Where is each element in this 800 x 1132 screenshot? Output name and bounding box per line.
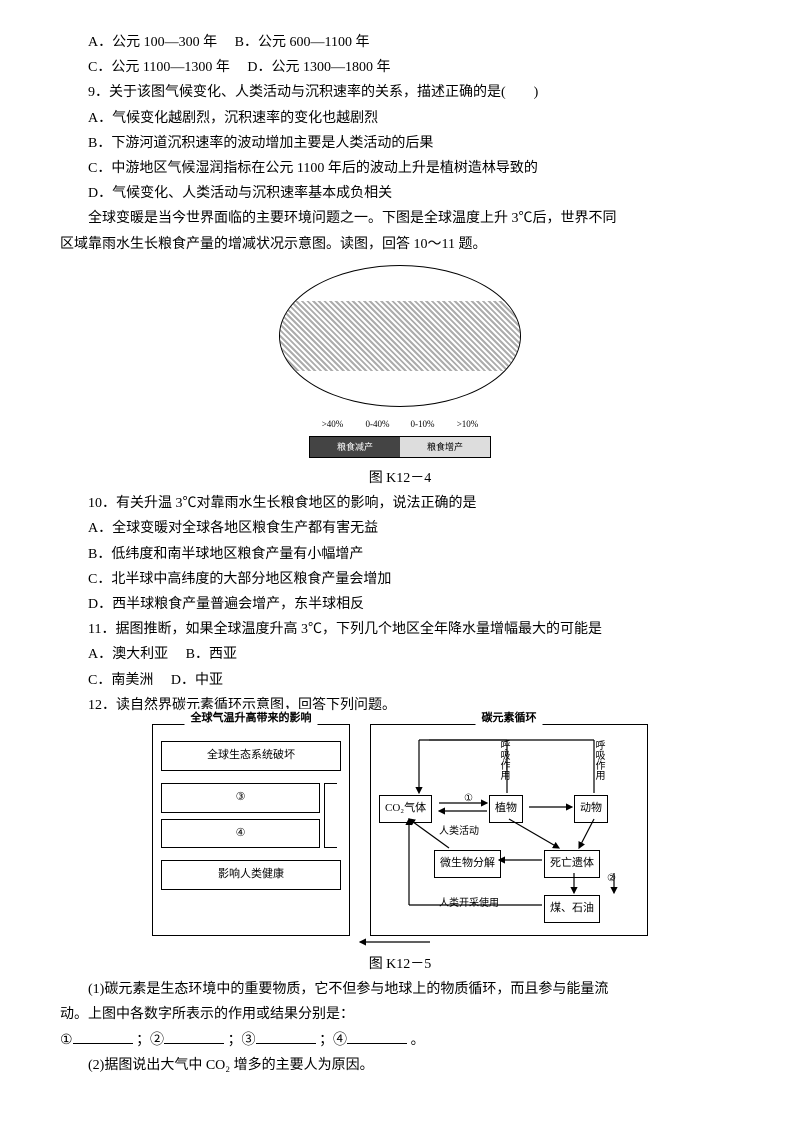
q9-a: A．气候变化越剧烈，沉积速率的变化也越剧烈 — [60, 106, 740, 131]
lbl-mine: 人类开采使用 — [439, 895, 499, 913]
node-co2: CO₂气体 — [379, 795, 432, 823]
left-panel: 全球气温升高带来的影响 全球生态系统破坏 ③ ④ 影响人类健康 — [152, 724, 350, 936]
q11-opts: A．澳大利亚 B．西亚 — [60, 642, 740, 667]
left-title: 全球气温升高带来的影响 — [185, 709, 318, 729]
q11-a: A．澳大利亚 — [88, 647, 168, 662]
opt-b: B．公元 600—1100 年 — [235, 35, 370, 50]
q10-a: A．全球变暖对全球各地区粮食生产都有害无益 — [60, 516, 740, 541]
right-panel: 碳元素循环 CO₂气体 植物 动物 死亡遗体 微生物分解 煤、石油 呼吸作用 呼… — [370, 724, 648, 936]
sub2: (2)据图说出大气中 CO₂ 增多的主要人为原因。 — [60, 1053, 740, 1078]
q10-c: C．北半球中高纬度的大部分地区粮食产量会增加 — [60, 567, 740, 592]
q9-d: D．气候变化、人类活动与沉积速率基本成负相关 — [60, 181, 740, 206]
opt-c: C．公元 1100—1300 年 — [88, 60, 230, 75]
node-dead: 死亡遗体 — [544, 850, 600, 878]
q10-stem: 10．有关升温 3℃对靠雨水生长粮食地区的影响，说法正确的是 — [60, 491, 740, 516]
figure-k12-5: 全球气温升高带来的影响 全球生态系统破坏 ③ ④ 影响人类健康 碳元素循环 CO… — [60, 724, 740, 936]
bracket-icon — [324, 783, 337, 849]
blank-2[interactable] — [164, 1029, 224, 1044]
sub1-l1: (1)碳元素是生态环境中的重要物质，它不但参与地球上的物质循环，而且参与能量流 — [60, 977, 740, 1002]
fig5-caption: 图 K12－5 — [60, 952, 740, 977]
right-title: 碳元素循环 — [476, 709, 543, 729]
q9-stem: 9．关于该图气候变化、人类活动与沉积速率的关系，描述正确的是( ) — [60, 80, 740, 105]
q9-b: B．下游河道沉积速率的波动增加主要是人类活动的后果 — [60, 131, 740, 156]
q12-stem: 12．读自然界碳元素循环示意图，回答下列问题。 — [60, 693, 740, 718]
q9-c: C．中游地区气候湿润指标在公元 1100 年后的波动上升是植树造林导致的 — [60, 156, 740, 181]
q11-stem: 11．据图推断，如果全球温度升高 3℃，下列几个地区全年降水量增幅最大的可能是 — [60, 617, 740, 642]
q10-d: D．西半球粮食产量普遍会增产，东半球相反 — [60, 592, 740, 617]
fig4-caption: 图 K12－4 — [60, 466, 740, 491]
sub1-l2: 动。上图中各数字所表示的作用或结果分别是： — [60, 1002, 740, 1027]
node-coal: 煤、石油 — [544, 895, 600, 923]
world-map-icon — [279, 265, 521, 407]
q11-d: D．中亚 — [171, 673, 223, 688]
sub1-l3: ① ；② ；③ ；④ 。 — [60, 1028, 740, 1053]
box-eco: 全球生态系统破坏 — [161, 741, 341, 771]
legend-bar: 粮食减产 粮食增产 — [309, 436, 491, 458]
blank-3[interactable] — [256, 1029, 316, 1044]
opt-d: D．公元 1300—1800 年 — [247, 60, 390, 75]
intro10-l1: 全球变暖是当今世界面临的主要环境问题之一。下图是全球温度上升 3℃后，世界不同 — [60, 206, 740, 231]
box-4: ④ — [161, 819, 320, 849]
q11-b: B．西亚 — [186, 647, 237, 662]
legend-values: >40% 0-40% 0-10% >10% — [310, 416, 490, 432]
lbl-1: ① — [464, 790, 473, 808]
lbl-resp2: 呼吸作用 — [589, 740, 607, 780]
q-option-line: C．公元 1100—1300 年 D．公元 1300—1800 年 — [60, 55, 740, 80]
intro10-l2: 区域靠雨水生长粮食产量的增减状况示意图。读图，回答 10～11 题。 — [60, 232, 740, 257]
lbl-resp1: 呼吸作用 — [494, 740, 512, 780]
box-health: 影响人类健康 — [161, 860, 341, 890]
q10-b: B．低纬度和南半球地区粮食产量有小幅增产 — [60, 542, 740, 567]
node-animal: 动物 — [574, 795, 608, 823]
blank-1[interactable] — [73, 1029, 133, 1044]
node-plant: 植物 — [489, 795, 523, 823]
figure-k12-4: >40% 0-40% 0-10% >10% 粮食减产 粮食增产 — [60, 265, 740, 458]
blank-4[interactable] — [347, 1029, 407, 1044]
node-micro: 微生物分解 — [434, 850, 501, 878]
lbl-human: 人类活动 — [439, 823, 479, 841]
box-3: ③ — [161, 783, 320, 813]
lbl-2: ② — [607, 870, 616, 888]
q11-opts2: C．南美洲 D．中亚 — [60, 668, 740, 693]
q-option-line: A．公元 100—300 年 B．公元 600—1100 年 — [60, 30, 740, 55]
opt-a: A．公元 100—300 年 — [88, 35, 217, 50]
q11-c: C．南美洲 — [88, 673, 153, 688]
